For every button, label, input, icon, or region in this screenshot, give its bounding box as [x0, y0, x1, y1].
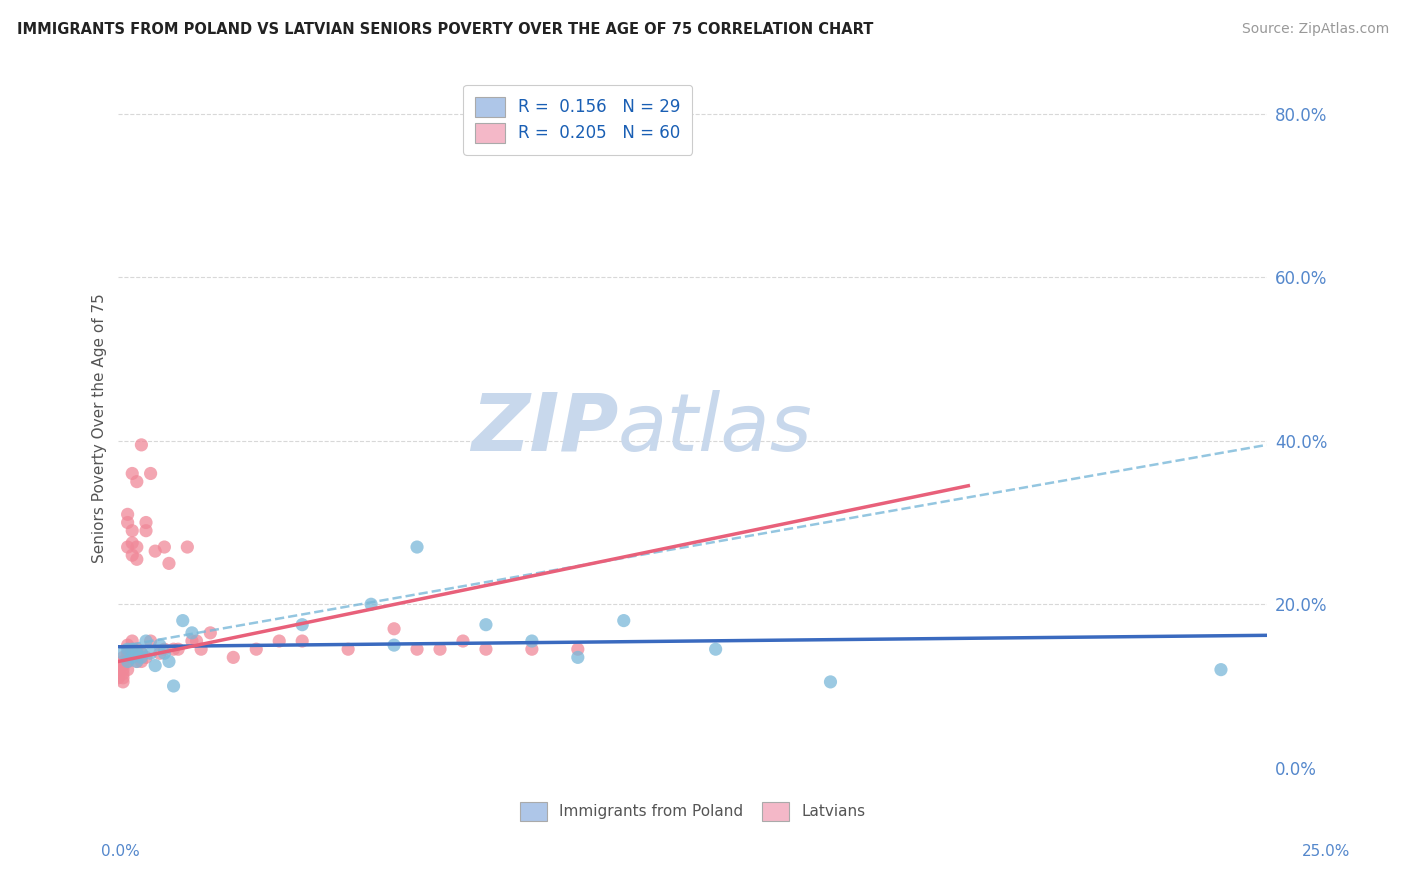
Point	[135, 634, 157, 648]
Point	[153, 642, 176, 657]
Point	[121, 536, 143, 550]
Point	[382, 622, 405, 636]
Point	[704, 642, 727, 657]
Point	[181, 634, 204, 648]
Point	[112, 674, 135, 689]
Point	[107, 671, 129, 685]
Point	[406, 540, 429, 554]
Point	[162, 642, 184, 657]
Point	[121, 467, 143, 481]
Point	[567, 650, 589, 665]
Point	[121, 634, 143, 648]
Point	[190, 642, 212, 657]
Point	[135, 650, 157, 665]
Point	[117, 655, 139, 669]
Point	[135, 516, 157, 530]
Point	[139, 646, 162, 660]
Point	[520, 642, 543, 657]
Point	[131, 655, 153, 669]
Point	[291, 617, 314, 632]
Point	[143, 544, 166, 558]
Point	[360, 597, 382, 611]
Point	[117, 663, 139, 677]
Point	[475, 642, 498, 657]
Point	[112, 655, 135, 669]
Point	[131, 646, 153, 660]
Point	[112, 650, 135, 665]
Point	[181, 625, 204, 640]
Point	[337, 642, 360, 657]
Point	[172, 614, 194, 628]
Point	[222, 650, 245, 665]
Point	[157, 655, 180, 669]
Y-axis label: Seniors Poverty Over the Age of 75: Seniors Poverty Over the Age of 75	[93, 293, 107, 564]
Point	[121, 642, 143, 657]
Point	[176, 540, 198, 554]
Text: 25.0%: 25.0%	[1302, 845, 1350, 859]
Text: Source: ZipAtlas.com: Source: ZipAtlas.com	[1241, 22, 1389, 37]
Point	[520, 634, 543, 648]
Point	[131, 438, 153, 452]
Point	[149, 646, 172, 660]
Point	[112, 671, 135, 685]
Point	[117, 655, 139, 669]
Point	[131, 650, 153, 665]
Point	[820, 674, 842, 689]
Point	[186, 634, 208, 648]
Point	[112, 646, 135, 660]
Text: IMMIGRANTS FROM POLAND VS LATVIAN SENIORS POVERTY OVER THE AGE OF 75 CORRELATION: IMMIGRANTS FROM POLAND VS LATVIAN SENIOR…	[17, 22, 873, 37]
Point	[157, 557, 180, 571]
Point	[567, 642, 589, 657]
Point	[117, 540, 139, 554]
Point	[117, 638, 139, 652]
Point	[125, 475, 148, 489]
Point	[107, 663, 129, 677]
Point	[1209, 663, 1232, 677]
Point	[121, 642, 143, 657]
Point	[117, 650, 139, 665]
Point	[125, 655, 148, 669]
Point	[429, 642, 451, 657]
Point	[269, 634, 291, 648]
Text: atlas: atlas	[619, 390, 813, 467]
Legend: Immigrants from Poland, Latvians: Immigrants from Poland, Latvians	[510, 793, 875, 830]
Point	[125, 540, 148, 554]
Point	[153, 646, 176, 660]
Point	[291, 634, 314, 648]
Point	[121, 524, 143, 538]
Point	[117, 646, 139, 660]
Point	[125, 646, 148, 660]
Point	[112, 658, 135, 673]
Point	[200, 625, 222, 640]
Point	[143, 658, 166, 673]
Point	[613, 614, 636, 628]
Point	[121, 650, 143, 665]
Point	[125, 552, 148, 566]
Text: 0.0%: 0.0%	[101, 845, 141, 859]
Point	[162, 679, 184, 693]
Text: ZIP: ZIP	[471, 390, 619, 467]
Point	[139, 634, 162, 648]
Point	[149, 638, 172, 652]
Point	[475, 617, 498, 632]
Point	[135, 524, 157, 538]
Point	[167, 642, 190, 657]
Point	[131, 646, 153, 660]
Point	[112, 663, 135, 677]
Point	[245, 642, 267, 657]
Point	[121, 548, 143, 562]
Point	[451, 634, 474, 648]
Point	[112, 666, 135, 681]
Point	[117, 642, 139, 657]
Point	[139, 467, 162, 481]
Point	[382, 638, 405, 652]
Point	[406, 642, 429, 657]
Point	[117, 516, 139, 530]
Point	[117, 508, 139, 522]
Point	[125, 655, 148, 669]
Point	[125, 642, 148, 657]
Point	[153, 540, 176, 554]
